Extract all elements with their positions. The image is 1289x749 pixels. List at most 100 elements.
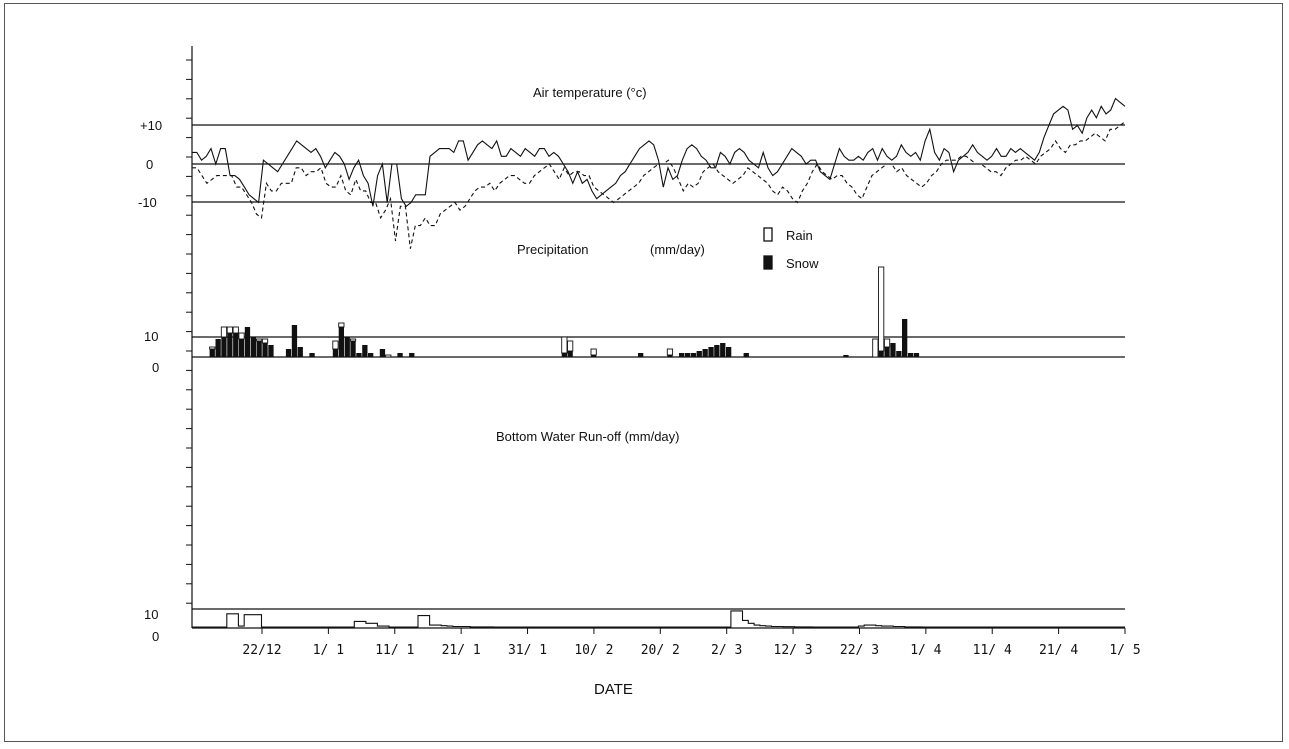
precip-snow-bar	[221, 337, 227, 357]
precip-snow-bar	[638, 353, 644, 357]
precip-snow-bar	[368, 353, 374, 357]
x-tick-label: 1/ 4	[910, 643, 941, 658]
precip-snow-bar	[350, 341, 356, 357]
temperature-series-solid	[192, 97, 1126, 208]
precip-snow-bar	[884, 347, 890, 357]
y-tick-temp-minus10: -10	[138, 195, 157, 210]
precip-snow-bar	[291, 325, 298, 357]
x-tick-label: 2/ 3	[711, 643, 742, 658]
figure-frame	[4, 3, 1283, 742]
temperature-series-dashed	[192, 121, 1126, 249]
precip-snow-bar	[720, 343, 726, 357]
precip-rain-bar	[226, 326, 233, 334]
precipitation-unit: (mm/day)	[650, 242, 705, 257]
precip-rain-bar	[561, 336, 568, 354]
precip-snow-bar	[362, 345, 368, 357]
precip-rain-bar	[232, 326, 239, 334]
legend-snow-swatch	[763, 255, 773, 270]
precip-snow-bar	[215, 339, 221, 357]
x-tick-label: 10/ 2	[574, 643, 613, 658]
precip-rain-bar	[220, 326, 228, 338]
precip-snow-bar	[878, 351, 884, 357]
precip-snow-bar	[227, 333, 233, 357]
precip-snow-bar	[896, 351, 902, 357]
temperature-title: Air temperature (°c)	[533, 85, 647, 100]
precip-snow-bar	[244, 327, 251, 357]
precip-snow-bar	[684, 353, 691, 357]
precip-rain-bar	[209, 346, 216, 350]
precipitation-title: Precipitation	[517, 242, 589, 257]
x-tick-label: 21/ 4	[1039, 643, 1078, 658]
precip-rain-bar	[385, 354, 392, 358]
precip-snow-bar	[397, 353, 403, 357]
precip-snow-bar	[332, 349, 339, 357]
precip-snow-bar	[690, 353, 697, 357]
precip-snow-bar	[902, 319, 908, 357]
x-tick-label: 12/ 3	[774, 643, 813, 658]
precip-snow-bar	[667, 355, 673, 357]
x-tick-label: 31/ 1	[508, 643, 547, 658]
precip-snow-bar	[714, 345, 720, 357]
legend-rain-label: Rain	[786, 228, 813, 243]
precip-snow-bar	[591, 355, 597, 357]
precip-snow-bar	[238, 339, 245, 357]
precip-rain-bar	[261, 338, 269, 344]
precip-snow-bar	[679, 353, 685, 357]
precip-snow-bar	[209, 349, 215, 357]
precip-snow-bar	[309, 353, 315, 357]
chart-marks: 22/12 1/ 1 11/ 1 21/ 1 31/ 1 10/ 2 20/ 2 2/ 3 12…	[186, 59, 1141, 658]
precip-snow-bar	[233, 333, 239, 357]
x-tick-label: 1/ 5	[1109, 643, 1140, 658]
precip-snow-bar	[409, 353, 415, 357]
precip-rain-bar	[567, 340, 574, 352]
precip-snow-bar	[702, 349, 708, 357]
precip-snow-bar	[696, 351, 702, 357]
x-tick-label: 20/ 2	[641, 643, 680, 658]
runoff-series	[192, 610, 1125, 628]
precip-snow-bar	[843, 355, 849, 357]
precip-rain-bar	[872, 338, 879, 358]
legend-rain-swatch	[763, 227, 773, 242]
precip-snow-bar	[262, 343, 268, 357]
legend-snow-label: Snow	[786, 256, 819, 271]
precip-rain-bar	[338, 322, 345, 328]
precip-snow-bar	[297, 347, 303, 357]
y-tick-temp-zero: 0	[146, 157, 153, 172]
x-tick-label: 21/ 1	[442, 643, 481, 658]
y-tick-runoff-10: 10	[144, 607, 158, 622]
x-tick-label: 22/12	[242, 643, 281, 658]
x-tick-label: 22/ 3	[840, 643, 879, 658]
precip-rain-bar	[878, 266, 885, 352]
runoff-title: Bottom Water Run-off (mm/day)	[496, 429, 680, 444]
x-tick-label: 11/ 4	[973, 643, 1012, 658]
precip-snow-bar	[268, 345, 274, 357]
precip-snow-bar	[379, 349, 386, 357]
precip-rain-bar	[332, 340, 339, 350]
precip-snow-bar	[726, 347, 732, 357]
precip-snow-bar	[890, 343, 896, 357]
precip-snow-bar	[567, 351, 573, 357]
precip-rain-bar	[256, 338, 263, 342]
precip-rain-bar	[349, 338, 357, 342]
y-tick-runoff-0: 0	[152, 629, 159, 644]
precip-rain-bar	[590, 348, 597, 356]
precip-rain-bar	[666, 348, 674, 356]
precip-snow-bar	[338, 327, 344, 357]
y-tick-temp-plus10: +10	[140, 118, 162, 133]
precip-snow-bar	[913, 353, 920, 357]
y-tick-precip-0: 0	[152, 360, 159, 375]
y-tick-precip-10: 10	[144, 329, 158, 344]
x-tick-label: 11/ 1	[375, 643, 414, 658]
precip-snow-bar	[250, 337, 256, 357]
precip-snow-bar	[256, 341, 262, 357]
precip-snow-bar	[561, 353, 567, 357]
precip-snow-bar	[708, 347, 714, 357]
precip-snow-bar	[743, 353, 749, 357]
precip-rain-bar	[883, 338, 891, 348]
precip-snow-bar	[356, 353, 362, 357]
precip-snow-bar	[907, 353, 914, 357]
precip-snow-bar	[285, 349, 292, 357]
x-tick-label: 1/ 1	[313, 643, 344, 658]
precip-snow-bar	[344, 337, 350, 357]
